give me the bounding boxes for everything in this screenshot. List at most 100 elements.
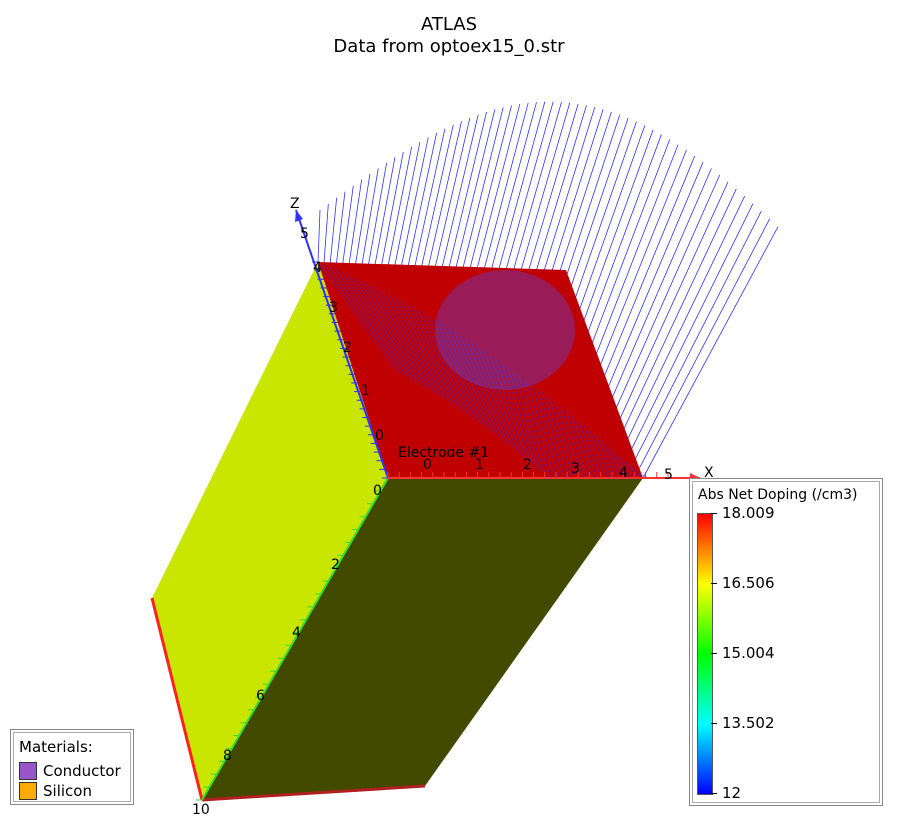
y-tick-6: 6 xyxy=(256,688,265,704)
materials-title: Materials: xyxy=(19,738,93,756)
axis-ticks xyxy=(196,261,669,801)
optical-ray-segment xyxy=(453,331,505,442)
optical-ray-segment xyxy=(512,370,552,479)
optical-ray-segment xyxy=(601,440,621,479)
optical-ray xyxy=(607,181,729,447)
optical-ray-segment xyxy=(625,461,640,479)
optical-ray-segment xyxy=(388,294,454,405)
optical-ray-segment xyxy=(435,320,491,431)
optical-ray-segment xyxy=(577,420,603,479)
optical-ray-segment xyxy=(317,261,399,373)
silicon-swatch xyxy=(19,782,37,800)
colorbar-tick xyxy=(711,793,717,794)
x-tick-4: 4 xyxy=(619,465,628,481)
optical-ray-segment xyxy=(483,350,529,461)
y-tick-0: 0 xyxy=(373,483,382,499)
ray-density-region xyxy=(435,270,575,390)
colorbar-tick xyxy=(711,653,717,654)
z-tick-0: 0 xyxy=(375,428,384,444)
x-tick-2: 2 xyxy=(523,457,532,473)
optical-ray-segment xyxy=(595,435,617,479)
optical-ray xyxy=(595,168,712,437)
optical-ray-segment xyxy=(559,406,589,479)
z-axis-label: Z xyxy=(290,196,300,212)
optical-ray xyxy=(613,188,737,452)
optical-ray-segment xyxy=(518,375,556,479)
z-axis-arrow xyxy=(295,210,303,222)
y-tick-8: 8 xyxy=(223,748,232,764)
front-face xyxy=(202,478,643,800)
optical-ray-segment xyxy=(400,300,464,411)
optical-rays-on-face xyxy=(317,261,653,479)
optical-ray-segment xyxy=(607,445,626,479)
optical-ray-segment xyxy=(365,282,436,393)
conductor-swatch xyxy=(19,762,37,780)
optical-ray-segment xyxy=(359,279,431,391)
material-label: Conductor xyxy=(43,762,121,780)
optical-ray xyxy=(347,179,363,275)
z-axis-line xyxy=(295,209,389,479)
optical-ray-segment xyxy=(571,416,598,479)
optical-ray-segment xyxy=(323,264,403,375)
z-tick-2: 2 xyxy=(343,340,352,356)
optical-ray-segment xyxy=(489,354,533,465)
material-label: Silicon xyxy=(43,782,92,800)
z-tick-5: 5 xyxy=(300,226,309,242)
optical-ray-segment xyxy=(583,425,607,479)
optical-rays xyxy=(317,101,779,479)
optical-ray-segment xyxy=(382,291,450,402)
optical-ray xyxy=(642,226,779,479)
x-axis-label: X xyxy=(704,465,714,481)
z-tick-1: 1 xyxy=(361,383,370,399)
y-tick-2: 2 xyxy=(331,557,340,573)
colorbar-tick xyxy=(711,583,717,584)
optical-ray-segment xyxy=(424,313,482,424)
optical-ray-segment xyxy=(329,266,408,377)
optical-ray xyxy=(630,210,762,468)
colorbar-tick xyxy=(711,513,717,514)
optical-ray-segment xyxy=(459,334,510,446)
colorbar xyxy=(697,513,713,795)
optical-ray xyxy=(358,168,379,280)
optical-ray-segment xyxy=(530,383,566,479)
left-edge-red xyxy=(150,597,204,801)
materials-legend: Materials: Conductor Silicon xyxy=(10,729,134,805)
optical-ray-segment xyxy=(412,306,473,418)
title-line-2: Data from optoex15_0.str xyxy=(333,36,565,57)
optical-ray-segment xyxy=(370,285,440,396)
optical-ray-segment xyxy=(542,392,575,479)
optical-ray-segment xyxy=(536,388,570,479)
colorbar-tick xyxy=(711,723,717,724)
material-silicon: Silicon xyxy=(19,782,92,800)
optical-ray xyxy=(364,162,388,283)
legend-value-2: 16.506 xyxy=(722,574,775,592)
optical-ray xyxy=(317,209,321,263)
optical-ray-segment xyxy=(335,269,413,380)
legend-value-min: 12 xyxy=(722,784,742,802)
legend-value-4: 13.502 xyxy=(722,714,775,732)
y-tick-10: 10 xyxy=(192,802,210,816)
optical-ray-segment xyxy=(394,297,459,408)
x-tick-0: 0 xyxy=(423,457,432,473)
optical-ray-segment xyxy=(430,316,487,428)
legend-value-max: 18.009 xyxy=(722,504,775,522)
optical-ray-segment xyxy=(447,327,501,438)
optical-ray-segment xyxy=(347,274,422,385)
optical-ray-segment xyxy=(554,401,584,479)
optical-ray xyxy=(335,191,346,270)
optical-ray-segment xyxy=(376,288,445,399)
optical-ray-segment xyxy=(465,338,515,449)
optical-ray-segment xyxy=(619,456,635,479)
optical-ray xyxy=(341,185,354,272)
y-tick-4: 4 xyxy=(292,625,301,641)
optical-ray xyxy=(353,173,371,278)
doping-legend: Abs Net Doping (/cm3) 18.009 16.506 15.0… xyxy=(689,478,883,806)
optical-ray-segment xyxy=(341,271,417,383)
optical-ray-segment xyxy=(506,366,547,477)
optical-ray-segment xyxy=(471,342,519,453)
optical-ray xyxy=(636,218,771,473)
title-line-1: ATLAS xyxy=(420,14,478,35)
left-face xyxy=(152,262,388,800)
y-axis-line xyxy=(201,477,389,801)
